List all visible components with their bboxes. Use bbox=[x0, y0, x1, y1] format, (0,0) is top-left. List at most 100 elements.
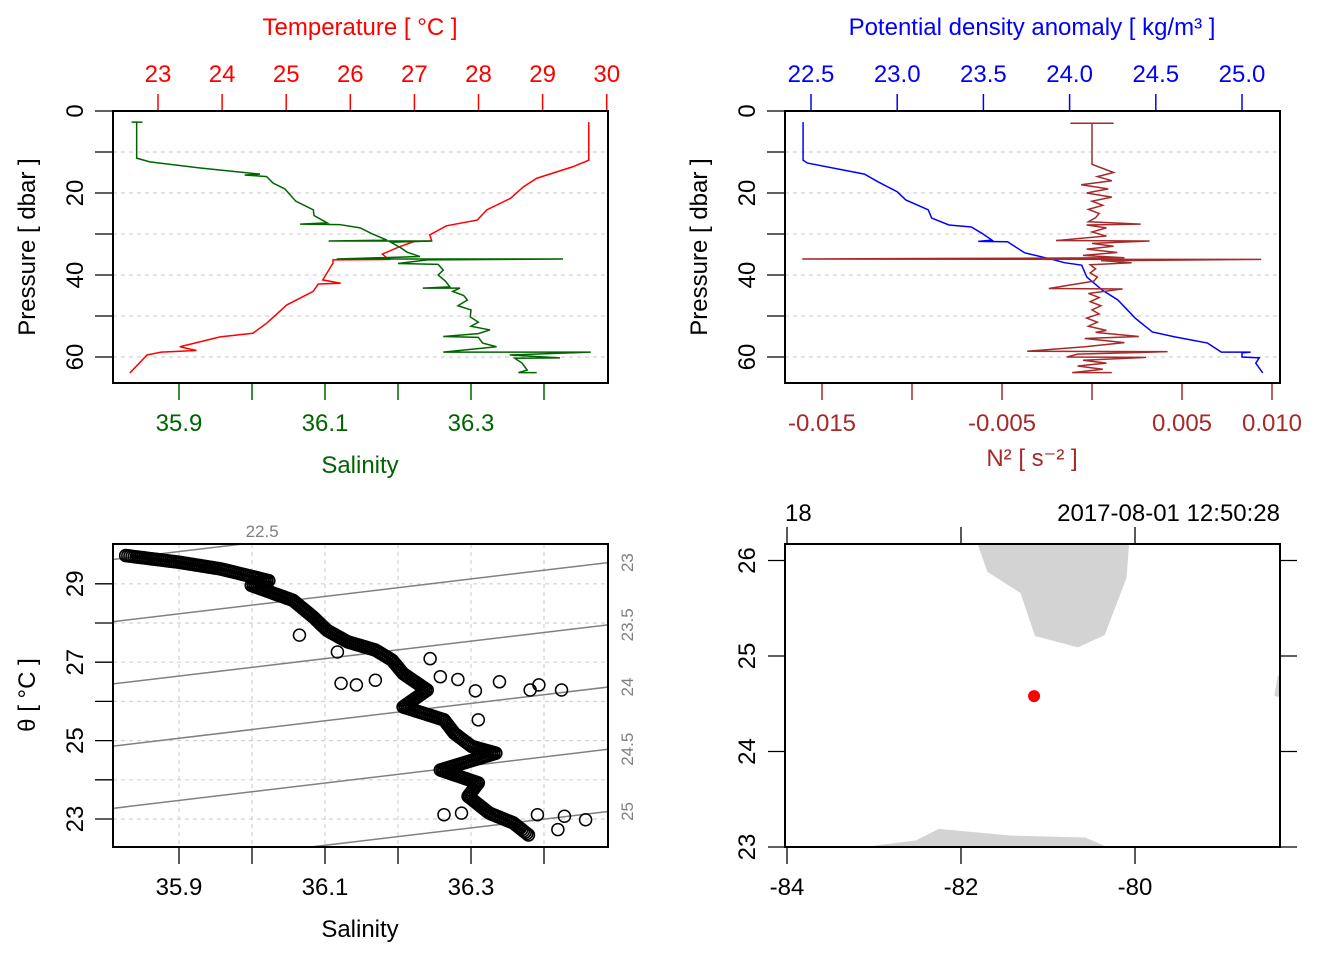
y-tick-label: 20 bbox=[62, 180, 89, 207]
ts-point bbox=[492, 675, 507, 689]
y-tick-label: 29 bbox=[62, 570, 89, 597]
ts-point bbox=[471, 713, 486, 727]
longitude-label: -82 bbox=[944, 874, 979, 901]
x-tick-label: 24 bbox=[209, 61, 236, 88]
ts-point bbox=[368, 673, 383, 687]
pressure-axis-title-2: Pressure [ dbar ] bbox=[686, 158, 713, 335]
ts-point bbox=[468, 684, 483, 698]
station-datetime: 2017-08-01 12:50:28 bbox=[1057, 500, 1280, 527]
isopycnal-label: 22.5 bbox=[246, 522, 279, 541]
ts-point bbox=[330, 645, 345, 659]
y-tick-label: 25 bbox=[62, 727, 89, 754]
ts-point bbox=[334, 676, 348, 691]
longitude-label: -84 bbox=[770, 874, 805, 901]
x-tick-label: 24.0 bbox=[1046, 61, 1093, 88]
x-tick-label: 28 bbox=[465, 61, 492, 88]
x-tick-label: -0.005 bbox=[968, 410, 1036, 437]
ts-point bbox=[349, 678, 364, 692]
x-tick-label: 27 bbox=[401, 61, 428, 88]
land-polygon bbox=[863, 828, 1108, 847]
isopycnal-line bbox=[113, 748, 608, 810]
station-number: 18 bbox=[785, 500, 812, 527]
latitude-label: 24 bbox=[734, 738, 761, 765]
y-tick-label: 0 bbox=[734, 104, 761, 117]
x-tick-label: 30 bbox=[593, 61, 620, 88]
isopycnal-label: 24 bbox=[618, 678, 637, 697]
n2-axis-title: N² [ s⁻² ] bbox=[986, 445, 1077, 472]
ts-point bbox=[532, 678, 546, 692]
x-tick-label: 25.0 bbox=[1219, 61, 1266, 88]
land-polygon bbox=[1274, 675, 1280, 698]
n2-profile-line bbox=[802, 122, 1262, 374]
ts-point bbox=[523, 683, 537, 697]
isopycnal-label: 24.5 bbox=[618, 733, 637, 766]
ts-point bbox=[437, 807, 451, 822]
x-tick-label: 23.5 bbox=[960, 61, 1007, 88]
isopycnal-label: 23 bbox=[618, 553, 637, 572]
ts-point bbox=[451, 672, 465, 687]
y-tick-label: 20 bbox=[734, 180, 761, 207]
temperature-axis-title: Temperature [ °C ] bbox=[263, 14, 458, 41]
x-tick-label: 0.005 bbox=[1152, 410, 1212, 437]
x-tick-label: 0.010 bbox=[1242, 410, 1302, 437]
x-tick-label: 35.9 bbox=[156, 874, 203, 901]
density-axis-title: Potential density anomaly [ kg/m³ ] bbox=[849, 14, 1216, 41]
map-frame bbox=[784, 543, 1281, 848]
x-tick-label: 23 bbox=[145, 61, 172, 88]
isopycnal-line bbox=[113, 561, 608, 623]
isopycnal-label: 23.5 bbox=[618, 608, 637, 641]
salinity-profile-line bbox=[131, 121, 591, 374]
ts-point bbox=[433, 669, 448, 684]
map-land bbox=[863, 544, 1280, 847]
ts-point bbox=[519, 826, 534, 841]
latitude-label: 25 bbox=[734, 643, 761, 670]
longitude-label: -80 bbox=[1118, 874, 1153, 901]
temperature-profile-line bbox=[129, 122, 590, 374]
ts-point bbox=[554, 683, 569, 697]
y-tick-label: 40 bbox=[62, 262, 89, 289]
ts-point bbox=[521, 828, 536, 842]
ts-point bbox=[578, 813, 593, 827]
x-tick-label: 23.0 bbox=[874, 61, 921, 88]
x-tick-label: -0.015 bbox=[788, 410, 856, 437]
y-tick-label: 0 bbox=[62, 104, 89, 117]
x-tick-label: 29 bbox=[529, 61, 556, 88]
ts-point bbox=[557, 809, 572, 824]
y-tick-label: 40 bbox=[734, 262, 761, 289]
y-tick-label: 60 bbox=[734, 344, 761, 371]
ts-point bbox=[530, 807, 545, 822]
isopycnal-line bbox=[304, 810, 608, 847]
x-tick-label: 35.9 bbox=[156, 410, 203, 437]
x-tick-label: 36.1 bbox=[302, 410, 349, 437]
ts-point bbox=[518, 825, 532, 840]
x-tick-label: 36.1 bbox=[302, 874, 349, 901]
land-polygon bbox=[977, 544, 1130, 648]
isopycnal-line bbox=[113, 624, 608, 685]
x-tick-label: 26 bbox=[337, 61, 364, 88]
plot-frame bbox=[112, 543, 609, 848]
ts-salinity-axis-title: Salinity bbox=[321, 916, 398, 943]
ts-point bbox=[423, 651, 437, 666]
x-tick-label: 25 bbox=[273, 61, 300, 88]
x-tick-label: 36.3 bbox=[448, 410, 495, 437]
latitude-label: 26 bbox=[734, 547, 761, 574]
density-profile-line bbox=[802, 122, 1264, 374]
ts-point bbox=[551, 822, 565, 837]
y-tick-label: 27 bbox=[62, 649, 89, 676]
plot-frame bbox=[784, 110, 1281, 384]
y-tick-label: 60 bbox=[62, 344, 89, 371]
pressure-axis-title: Pressure [ dbar ] bbox=[14, 158, 41, 335]
salinity-axis-title: Salinity bbox=[321, 452, 398, 479]
ts-points bbox=[118, 548, 593, 842]
isopycnal-line bbox=[113, 544, 249, 561]
theta-axis-title: θ [ °C ] bbox=[14, 658, 41, 732]
ts-point bbox=[454, 806, 469, 820]
x-tick-label: 22.5 bbox=[788, 61, 835, 88]
isopycnal-label: 25 bbox=[618, 802, 637, 821]
x-tick-label: 24.5 bbox=[1132, 61, 1179, 88]
latitude-label: 23 bbox=[734, 834, 761, 861]
station-marker bbox=[1028, 690, 1041, 703]
ts-point bbox=[292, 628, 307, 642]
plot-frame bbox=[112, 110, 609, 384]
